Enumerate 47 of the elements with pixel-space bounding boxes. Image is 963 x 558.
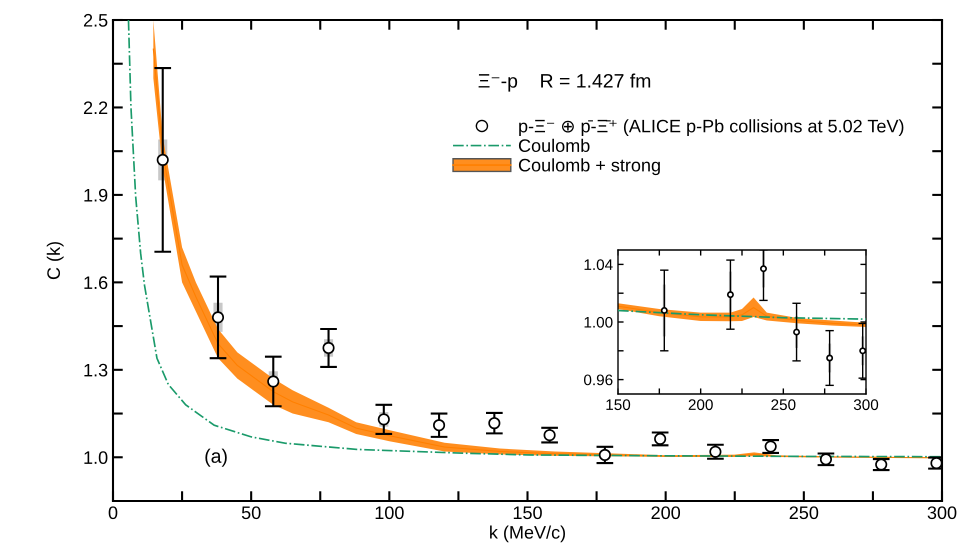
x-tick-label: 150 (606, 399, 630, 410)
point (764, 440, 777, 453)
point (212, 311, 224, 324)
legend-label: Coulomb + strong (518, 158, 660, 176)
point (322, 342, 335, 354)
y-tick-label: 2.2 (84, 101, 108, 114)
annotation: (a) (205, 448, 227, 467)
x-tick-label: 250 (790, 506, 818, 520)
x-tick-label: 0 (108, 506, 118, 520)
point (726, 291, 734, 298)
line-series (618, 310, 866, 320)
y-tick-label: 1.00 (584, 316, 613, 328)
x-tick-label: 250 (771, 399, 796, 410)
y-tick-label: 1.3 (84, 364, 108, 377)
point (654, 432, 666, 445)
legend-label: Coulomb (518, 138, 590, 152)
point (660, 307, 668, 314)
y-tick-label: 2.5 (84, 14, 108, 27)
x-tick-label: 300 (928, 506, 956, 520)
point (760, 265, 767, 272)
x-tick-label: 150 (514, 506, 542, 520)
x-axis-title: k (MeV/c) (490, 525, 565, 542)
annotation: Ξ⁻-p R = 1.427 fm (478, 73, 650, 92)
y-tick-label: 1.04 (584, 259, 613, 270)
x-tick-label: 50 (242, 506, 261, 520)
point (709, 446, 722, 458)
x-tick-label: 100 (376, 506, 404, 520)
point (544, 429, 556, 442)
line-series (618, 306, 866, 326)
point (156, 154, 169, 166)
y-axis-title: C (k) (46, 242, 64, 280)
point (859, 347, 866, 354)
point (267, 375, 280, 388)
point (488, 417, 500, 430)
x-tick-label: 200 (688, 399, 713, 410)
y-tick-label: 1.9 (84, 188, 108, 202)
point (793, 328, 800, 336)
x-tick-label: 200 (652, 506, 680, 520)
y-tick-label: 0.96 (584, 374, 612, 386)
x-tick-label: 300 (854, 399, 878, 410)
legend-label: p-Ξ⁻ ⊕ p̄-Ξ̄⁺ (ALICE p-Pb collisions at 5.02 TeV) (519, 119, 904, 136)
point (820, 453, 832, 466)
point (826, 354, 834, 362)
y-tick-label: 1.0 (84, 451, 108, 464)
point (433, 419, 446, 432)
y-tick-label: 1.6 (84, 276, 108, 290)
point (598, 448, 611, 461)
